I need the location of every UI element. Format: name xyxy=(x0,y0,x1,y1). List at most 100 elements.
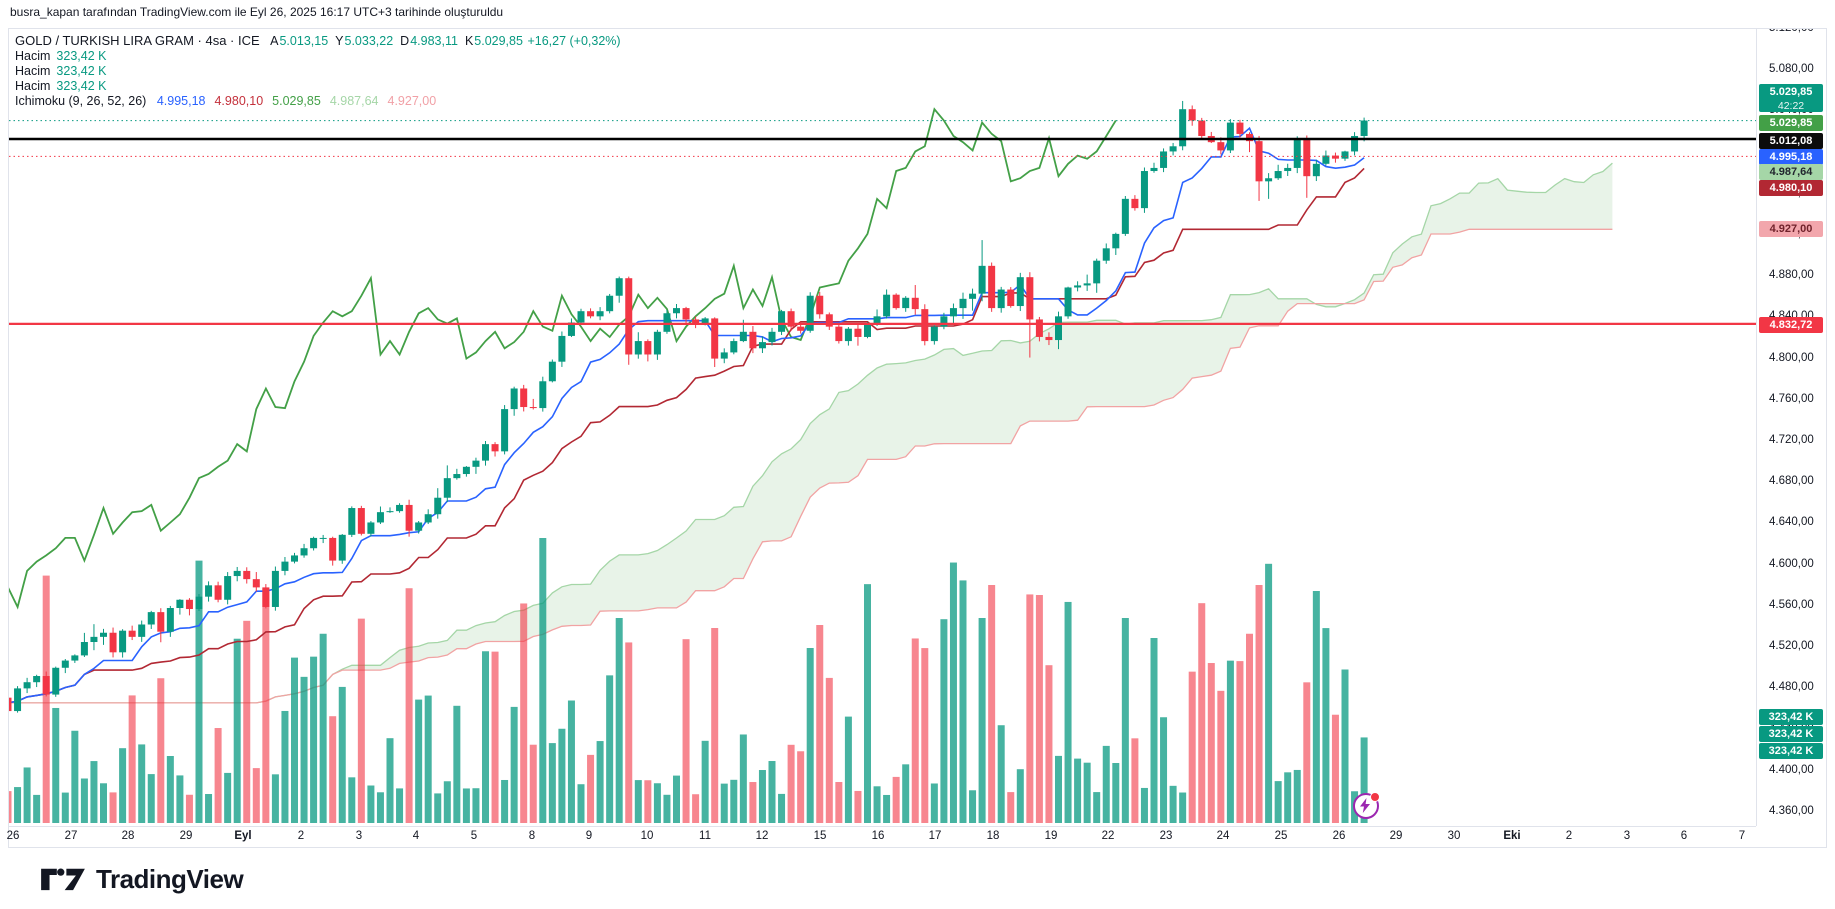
candle-body xyxy=(510,388,518,410)
time-axis[interactable]: 26 27 28 29 Eyl 2 3 4 5 8 9 10 11 12 15 16 17 18 19 22 23 24 2… xyxy=(7,826,1756,847)
candle-body xyxy=(539,381,547,409)
volume-bar xyxy=(873,786,881,823)
volume-bar xyxy=(1150,638,1158,823)
volume-label[interactable]: Hacim xyxy=(15,79,51,93)
volume-bar xyxy=(42,575,50,823)
volume-bar xyxy=(558,728,566,823)
volume-bar xyxy=(787,744,795,823)
volume-bar xyxy=(997,725,1005,823)
candle-body xyxy=(625,278,633,355)
volume-bar xyxy=(749,782,757,823)
volume-bar xyxy=(1198,603,1206,823)
volume-bar xyxy=(1265,563,1273,823)
time-day-label: 16 xyxy=(871,830,885,842)
ichimoku-value: 4.987,64 xyxy=(329,94,379,108)
volume-bar xyxy=(911,638,919,823)
volume-bar xyxy=(902,764,910,823)
senkou-a-badge: 4.987,64 xyxy=(1759,164,1823,180)
candle-body xyxy=(673,308,680,314)
price-chart-plot[interactable] xyxy=(9,29,1756,826)
candle-body xyxy=(1026,277,1034,320)
candle-body xyxy=(1016,277,1024,307)
candle-body xyxy=(1074,285,1082,288)
volume-bar xyxy=(119,748,127,823)
candlestick-series[interactable] xyxy=(9,100,1368,716)
candle-body xyxy=(472,460,480,467)
volume-bar xyxy=(1016,769,1024,823)
candle-body xyxy=(195,596,203,610)
tradingview-logo[interactable]: TradingView xyxy=(40,864,244,895)
candle-body xyxy=(415,522,423,531)
candle-body xyxy=(758,342,766,349)
volume-bar xyxy=(1255,585,1263,823)
candle-body xyxy=(61,660,69,668)
candle-body xyxy=(109,632,117,653)
volume-bar xyxy=(71,730,79,823)
volume-label[interactable]: Hacim xyxy=(15,64,51,78)
price-tick-label: 4.680,00 xyxy=(1769,475,1814,488)
candle-body xyxy=(797,326,805,331)
volume-bar xyxy=(1131,738,1139,823)
kijun-badge: 4.980,10 xyxy=(1759,180,1823,196)
candle-body xyxy=(1246,133,1253,142)
volume-bar xyxy=(310,656,318,823)
candle-body xyxy=(1102,248,1110,261)
volume-legend-row: Hacim 323,42 K xyxy=(15,79,621,94)
candle-body xyxy=(883,294,891,317)
legend-symbol-row: GOLD / TURKISH LIRA GRAM · 4sa · ICE A5.… xyxy=(15,33,621,49)
candle-body xyxy=(596,311,604,317)
volume-value: 323,42 K xyxy=(56,49,107,63)
candle-body xyxy=(405,504,413,531)
volume-bar xyxy=(644,780,652,823)
volume-bar xyxy=(501,779,509,823)
candle-body xyxy=(969,293,977,299)
chikou-span-badge: 5.029,85 xyxy=(1759,115,1823,131)
volume-bar xyxy=(949,562,957,823)
volume-bar xyxy=(1169,785,1177,823)
candle-body xyxy=(205,585,213,597)
time-day-label: 7 xyxy=(1738,830,1746,842)
candle-body xyxy=(338,534,346,561)
volume-bar xyxy=(386,738,394,823)
candle-body xyxy=(1351,135,1359,152)
volume-bar xyxy=(548,743,556,823)
volume-bar xyxy=(634,780,642,823)
volume-bar xyxy=(214,728,222,823)
price-tick-label: 4.480,00 xyxy=(1769,681,1814,694)
volume-bar xyxy=(195,560,203,823)
volume-bar xyxy=(319,633,327,823)
volume-bar xyxy=(329,716,337,823)
time-day-label: 28 xyxy=(121,830,135,842)
volume-bar xyxy=(424,695,432,823)
candle-body xyxy=(329,537,337,561)
volume-bar xyxy=(61,792,69,823)
ichimoku-label[interactable]: Ichimoku (9, 26, 52, 26) xyxy=(15,94,147,108)
boost-lightning-icon[interactable] xyxy=(1353,792,1380,819)
time-day-label: 10 xyxy=(640,830,654,842)
volume-label[interactable]: Hacim xyxy=(15,49,51,63)
candle-body xyxy=(701,318,709,324)
volume-bar xyxy=(1322,628,1330,823)
candle-body xyxy=(300,548,308,556)
volume-bar xyxy=(921,648,929,823)
volume-bar xyxy=(835,781,843,823)
symbol-title[interactable]: GOLD / TURKISH LIRA GRAM · 4sa · ICE xyxy=(15,33,260,48)
candle-body xyxy=(577,311,585,323)
price-axis[interactable]: 5.120,005.080,005.040,005.000,004.960,00… xyxy=(1756,29,1826,826)
candle-body xyxy=(376,512,384,523)
volume-bar xyxy=(1341,669,1349,823)
volume-bar xyxy=(682,639,690,823)
volume-bar xyxy=(978,618,986,823)
volume-bar xyxy=(443,781,451,823)
candle-body xyxy=(424,514,432,523)
volume-bar xyxy=(376,792,384,823)
candle-body xyxy=(978,265,986,294)
chart-widget: GOLD / TURKISH LIRA GRAM · 4sa · ICE A5.… xyxy=(7,28,1827,848)
candle-body xyxy=(224,576,232,600)
volume-bar xyxy=(396,788,404,823)
volume-bar xyxy=(1102,745,1110,823)
volume-bar xyxy=(529,744,537,823)
volume-series[interactable] xyxy=(9,538,1368,823)
time-day-label: 9 xyxy=(585,830,593,842)
candle-body xyxy=(787,311,795,327)
